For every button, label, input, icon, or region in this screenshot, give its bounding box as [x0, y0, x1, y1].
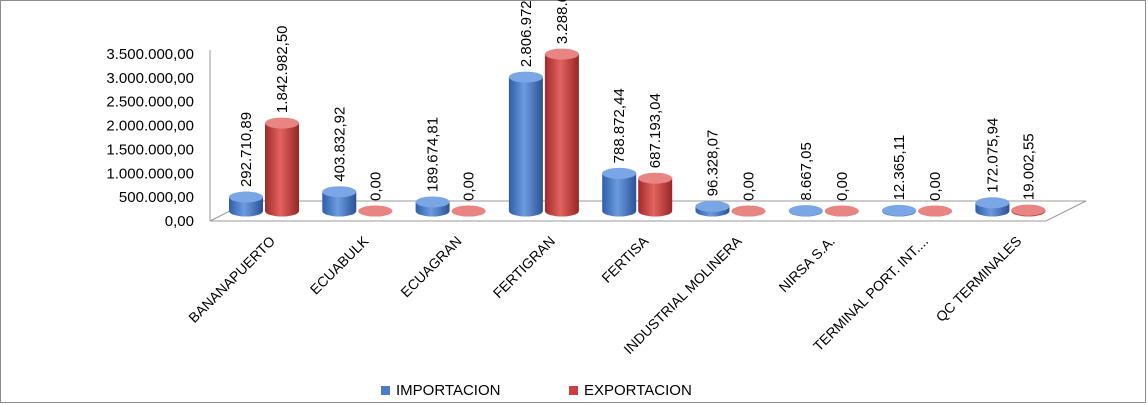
legend-item-importacion: IMPORTACION: [381, 382, 500, 399]
bar-top: [638, 172, 673, 184]
bar-body: [544, 54, 579, 217]
bar-top: [788, 205, 823, 217]
y-tick-label: 500.000,00: [119, 189, 194, 206]
data-label: 1.842.982,50: [274, 25, 291, 113]
data-label: 172.075,94: [984, 118, 1001, 193]
y-tick-label: 1.500.000,00: [106, 141, 194, 158]
bar-exportacion: [731, 205, 766, 217]
bar-importacion: [882, 204, 917, 217]
bar-importacion: [695, 200, 730, 217]
bar-top: [229, 191, 263, 203]
bars: [229, 48, 1046, 217]
data-label: 0,00: [461, 172, 478, 201]
category-label: ECUABULK: [307, 232, 372, 297]
bar-body: [229, 197, 263, 217]
bar-top: [824, 205, 859, 217]
data-label: 0,00: [367, 172, 384, 201]
category-label: FERTIGRAN: [490, 233, 558, 301]
bar-top: [975, 197, 1010, 209]
data-label: 12.365,11: [891, 135, 908, 201]
y-axis: 0,00 500.000,00 1.000.000,00 1.500.000,00 2.…: [106, 46, 211, 230]
category-label: QC TERMINALES: [933, 233, 1025, 325]
bar-top: [731, 205, 766, 217]
legend: IMPORTACION EXPORTACION: [381, 382, 692, 399]
legend-swatch: [569, 386, 578, 395]
data-label: 0,00: [741, 172, 758, 201]
bar-importacion: [322, 186, 357, 217]
data-label: 96.328,07: [705, 130, 722, 197]
data-label: 403.832,92: [331, 107, 348, 182]
bar-top: [544, 48, 579, 60]
bar-top: [451, 205, 486, 217]
bar-exportacion: [1011, 204, 1046, 217]
bar-top: [358, 205, 393, 217]
bar-body: [638, 178, 673, 217]
bar-top: [322, 186, 357, 198]
bar-exportacion: [544, 48, 579, 217]
bar-importacion: [229, 191, 263, 217]
bar-top: [265, 117, 299, 129]
category-labels: BANANAPUERTO ECUABULK ECUAGRAN FERTIGRAN FER…: [185, 232, 1024, 357]
bar-exportacion: [824, 205, 859, 217]
bar-importacion: [975, 197, 1010, 217]
bar-importacion: [508, 71, 543, 217]
category-label: BANANAPUERTO: [185, 233, 278, 326]
bar-exportacion: [265, 117, 299, 217]
y-tick-label: 3.500.000,00: [106, 46, 194, 63]
data-label: 19.002,55: [1020, 133, 1037, 200]
data-label: 788.872,44: [611, 88, 628, 163]
bar-top: [508, 71, 543, 83]
bar-exportacion: [451, 205, 486, 217]
bar-exportacion: [918, 205, 953, 217]
data-label: 292.710,89: [238, 112, 255, 187]
y-tick-label: 2.500.000,00: [106, 94, 194, 111]
bar-body: [508, 77, 543, 217]
data-labels: 292.710,89 1.842.982,50 403.832,92 0,00 189.…: [238, 0, 1037, 201]
bar-importacion: [602, 167, 637, 217]
data-label: 3.288.682,87: [554, 0, 571, 44]
bar-importacion: [415, 196, 450, 217]
bar-top: [1011, 204, 1046, 216]
bar-exportacion: [638, 172, 673, 217]
bar-top: [602, 167, 637, 179]
category-label: ECUAGRAN: [397, 233, 464, 300]
legend-label: EXPORTACION: [584, 382, 692, 399]
data-label: 8.667,05: [798, 142, 815, 200]
category-label: NIRSA S.A.: [775, 233, 837, 295]
y-tick-label: 2.000.000,00: [106, 118, 194, 135]
bar-top: [882, 204, 917, 216]
bar-body: [322, 191, 357, 217]
y-tick-label: 1.000.000,00: [106, 165, 194, 182]
legend-swatch: [381, 386, 390, 395]
bar-exportacion: [358, 205, 393, 217]
bar-body: [602, 173, 637, 217]
legend-item-exportacion: EXPORTACION: [569, 382, 692, 399]
data-label: 0,00: [927, 172, 944, 201]
bar-top: [695, 200, 730, 212]
bar-body: [265, 123, 299, 217]
bar-importacion: [788, 205, 823, 217]
data-label: 189.674,81: [425, 117, 442, 192]
y-tick-label: 3.000.000,00: [106, 70, 194, 87]
y-tick-label: 0,00: [165, 213, 194, 230]
data-label: 0,00: [834, 172, 851, 201]
category-label: FERTISA: [598, 232, 651, 285]
legend-label: IMPORTACION: [396, 382, 500, 399]
data-label: 687.193,04: [647, 93, 664, 168]
bar-top: [415, 196, 450, 208]
data-label: 2.806.972,04: [518, 0, 535, 67]
bar-top: [918, 205, 953, 217]
